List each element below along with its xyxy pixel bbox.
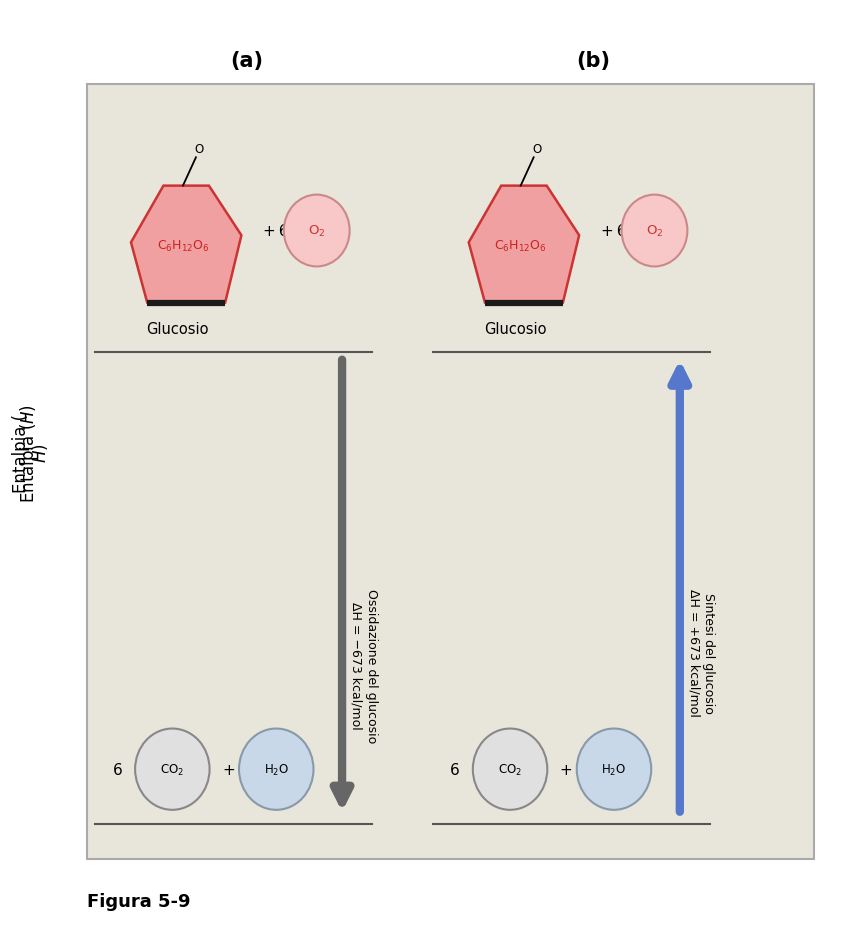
- Text: Figura 5-9: Figura 5-9: [87, 892, 191, 911]
- Text: $\mathregular{H_2O}$: $\mathregular{H_2O}$: [601, 762, 627, 777]
- Text: O: O: [195, 143, 204, 156]
- Text: $\mathregular{C_6H_{12}O_6}$: $\mathregular{C_6H_{12}O_6}$: [494, 239, 547, 254]
- Text: + 6: + 6: [263, 224, 288, 239]
- Text: O: O: [533, 143, 541, 156]
- Text: $\mathregular{O_2}$: $\mathregular{O_2}$: [646, 224, 663, 239]
- Polygon shape: [469, 187, 579, 303]
- Circle shape: [622, 195, 688, 267]
- Circle shape: [577, 729, 651, 810]
- Text: $\mathregular{C_6H_{12}O_6}$: $\mathregular{C_6H_{12}O_6}$: [157, 239, 210, 254]
- Bar: [87, 85, 814, 859]
- Text: $\mathregular{CO_2}$: $\mathregular{CO_2}$: [160, 762, 184, 777]
- Text: Entalpia ($\it{H}$): Entalpia ($\it{H}$): [17, 404, 40, 502]
- Text: $\it{H}$): $\it{H}$): [30, 444, 50, 463]
- Text: Glucosio: Glucosio: [484, 322, 546, 337]
- Text: + 6: + 6: [223, 762, 248, 777]
- Circle shape: [239, 729, 313, 810]
- Circle shape: [135, 729, 210, 810]
- Text: Ossidazione del glucosio
ΔH = −673 kcal/mol: Ossidazione del glucosio ΔH = −673 kcal/…: [350, 588, 378, 743]
- Text: Glucosio: Glucosio: [146, 322, 209, 337]
- Text: 6: 6: [450, 762, 460, 777]
- Text: + 6: + 6: [601, 224, 626, 239]
- Text: 6: 6: [113, 762, 122, 777]
- Text: Sintesi del glucosio
ΔH = +673 kcal/mol: Sintesi del glucosio ΔH = +673 kcal/mol: [688, 588, 715, 716]
- Circle shape: [284, 195, 350, 267]
- Text: $\mathregular{CO_2}$: $\mathregular{CO_2}$: [498, 762, 522, 777]
- Text: $\mathregular{O_2}$: $\mathregular{O_2}$: [308, 224, 326, 239]
- Circle shape: [473, 729, 547, 810]
- Text: $\mathregular{H_2O}$: $\mathregular{H_2O}$: [263, 762, 289, 777]
- Text: Entalpia (: Entalpia (: [12, 413, 30, 493]
- Text: + 6: + 6: [560, 762, 585, 777]
- Text: (a): (a): [230, 51, 263, 72]
- Polygon shape: [131, 187, 242, 303]
- Text: (b): (b): [576, 51, 611, 72]
